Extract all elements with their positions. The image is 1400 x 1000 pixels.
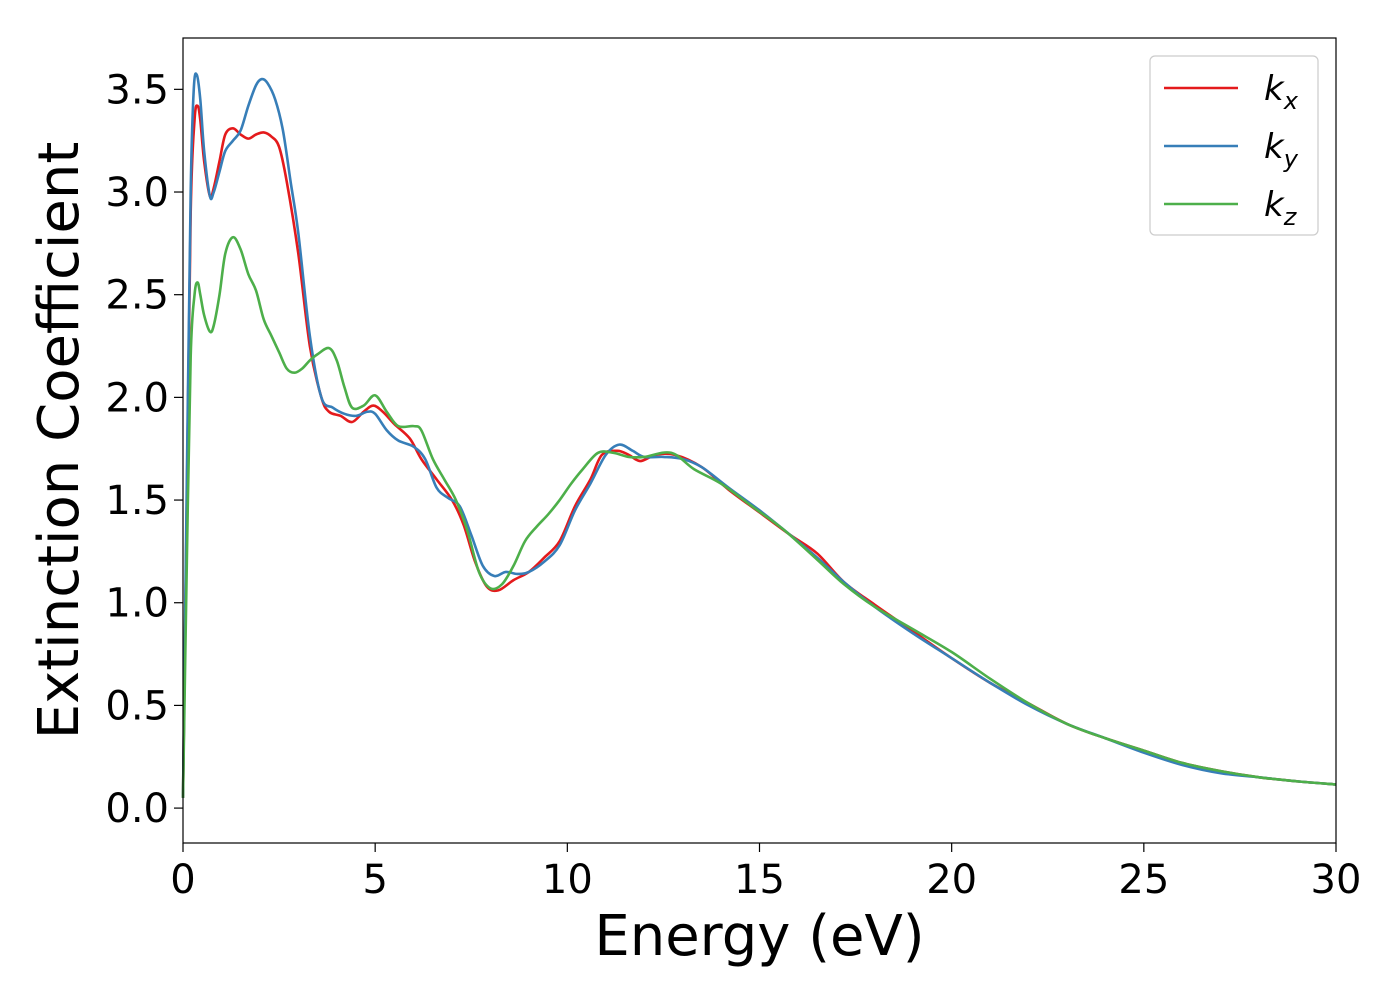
y-tick-label: 3.5: [105, 67, 169, 113]
legend-label-k_y: ky: [1264, 127, 1299, 173]
y-tick-label: 2.0: [105, 375, 169, 421]
legend-label-k_z: kz: [1264, 185, 1298, 231]
x-tick-label: 10: [542, 857, 593, 903]
x-tick-label: 25: [1118, 857, 1169, 903]
x-axis-ticks: 0 5 10 15 20 25 30: [170, 843, 1361, 903]
y-tick-label: 3.0: [105, 170, 169, 216]
y-axis-label: Extinction Coefficient: [27, 142, 92, 740]
y-tick-label: 0.5: [105, 683, 169, 729]
y-tick-label: 1.0: [105, 581, 169, 627]
legend: kx ky kz: [1149, 55, 1319, 236]
y-tick-label: 2.5: [105, 273, 169, 319]
x-tick-label: 5: [362, 857, 387, 903]
x-axis-label: Energy (eV): [594, 904, 924, 969]
series-layer: [181, 72, 1337, 798]
x-tick-label: 30: [1311, 857, 1362, 903]
x-tick-label: 20: [926, 857, 977, 903]
y-tick-label: 0.0: [105, 786, 169, 832]
x-tick-label: 15: [734, 857, 785, 903]
y-axis-ticks: 0.0 0.5 1.0 1.5 2.0 2.5 3.0 3.5: [105, 67, 183, 832]
y-tick-label: 1.5: [105, 478, 169, 524]
x-tick-label: 0: [170, 857, 195, 903]
series-line-k_z: [181, 235, 1337, 798]
legend-label-k_x: kx: [1264, 69, 1299, 115]
